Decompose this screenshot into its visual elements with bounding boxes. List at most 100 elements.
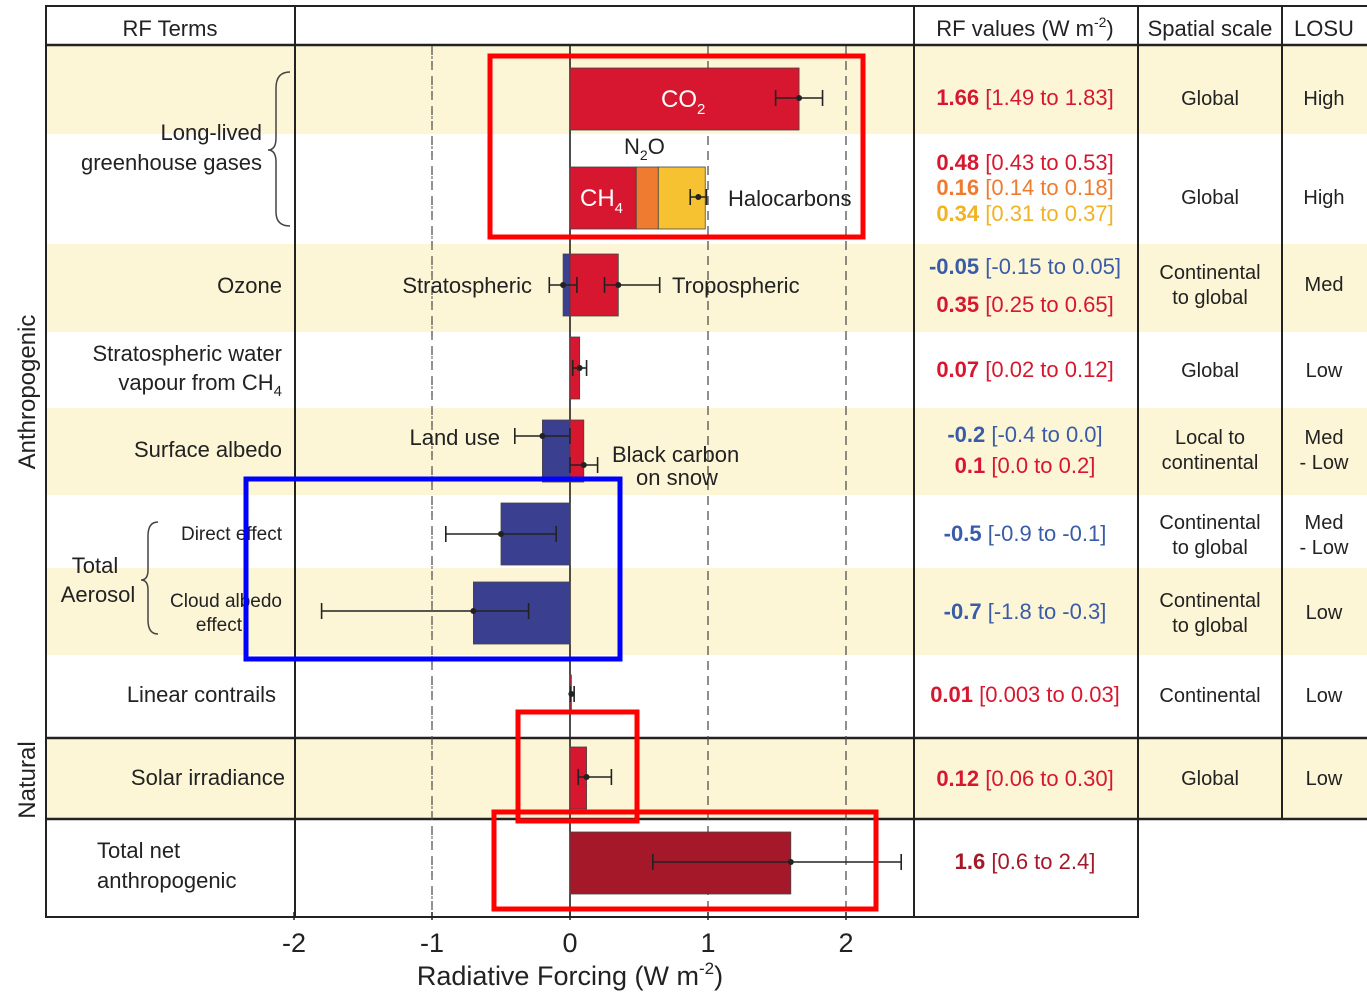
row-shading [47, 46, 1367, 819]
bars [472, 67, 800, 895]
bar-labels: CO2 N2O CH4 Halocarbons Stratospheric Tr… [402, 86, 851, 490]
term-total-net-2: anthropogenic [97, 868, 236, 893]
x-axis-label: Radiative Forcing (W m-2) [417, 959, 723, 991]
rf-value-n2o: 0.16 [0.14 to 0.18] [936, 175, 1113, 200]
scale-co2: Global [1181, 88, 1239, 110]
error-point [580, 462, 587, 468]
rf-value-halocarbons: 0.34 [0.31 to 0.37] [936, 201, 1113, 226]
row-band-solar [47, 739, 1367, 819]
losu-co2: High [1303, 88, 1344, 110]
scale-contrails: Continental [1159, 685, 1260, 707]
scale-strat_water: Global [1181, 360, 1239, 382]
losu-direct_aerosol: - Low [1300, 537, 1349, 559]
error-point [539, 433, 546, 439]
label-halocarbons: Halocarbons [728, 186, 852, 211]
scale-cloud_albedo: Continental [1159, 590, 1260, 612]
error-point [583, 774, 590, 780]
term-long-lived-1: Long-lived [160, 120, 262, 145]
spatial-scales: Global Global Continental to global Global Lo… [1159, 88, 1260, 790]
scale-strat_ozone: to global [1172, 287, 1248, 309]
bar-n2o [635, 166, 659, 230]
bar-land-use [542, 419, 571, 483]
rf-value-total_net: 1.6 [0.6 to 2.4] [955, 849, 1096, 874]
losu-contrails: Low [1306, 685, 1343, 707]
side-label-natural: Natural [14, 741, 41, 818]
term-cloud-albedo-1: Cloud albedo [170, 591, 282, 612]
header-losu: LOSU [1294, 16, 1354, 41]
rf-value-cloud_albedo: -0.7 [-1.8 to -0.3] [944, 599, 1107, 624]
error-point [787, 859, 794, 865]
row-band-ozone [47, 244, 1367, 332]
rf-value-land_use: -0.2 [-0.4 to 0.0] [947, 422, 1102, 447]
losu-cloud_albedo: Low [1306, 602, 1343, 624]
losu-levels: High High Med Low Med - Low Med - Low Low Low Low [1300, 88, 1349, 790]
term-strat-water-2: vapour from CH4 [118, 370, 282, 400]
highlight-total-net [491, 809, 879, 912]
scale-solar: Global [1181, 768, 1239, 790]
bar-total-net [569, 831, 792, 895]
rf-value-direct_aerosol: -0.5 [-0.9 to -0.1] [944, 521, 1107, 546]
label-black-carbon-2: on snow [636, 465, 718, 490]
x-tick-label: -2 [282, 928, 306, 958]
x-tick-label: 1 [700, 928, 715, 958]
term-surface-albedo: Surface albedo [134, 437, 282, 462]
side-label-anthropogenic: Anthropogenic [14, 315, 41, 470]
term-total-aerosol-1: Total [72, 553, 118, 578]
rf-value-co2: 1.66 [1.49 to 1.83] [936, 85, 1113, 110]
error-point [576, 365, 583, 371]
header-rf-terms: RF Terms [123, 16, 218, 41]
brace-aerosol [140, 521, 159, 635]
row-band-cloud-albedo [47, 568, 1367, 655]
scale-cloud_albedo: to global [1172, 615, 1248, 637]
scale-strat_ozone: Continental [1159, 262, 1260, 284]
error-point [498, 531, 504, 537]
rf-value-ch4: 0.48 [0.43 to 0.53] [936, 150, 1113, 175]
term-total-net-1: Total net [97, 838, 180, 863]
error-point [796, 95, 803, 101]
scale-land_use: Local to [1175, 427, 1245, 449]
bar-cloud-albedo [472, 581, 571, 645]
highlight-solar [515, 709, 640, 824]
rf-value-trop_ozone: 0.35 [0.25 to 0.65] [936, 292, 1113, 317]
losu-land_use: - Low [1300, 452, 1349, 474]
losu-land_use: Med [1305, 427, 1344, 449]
x-tick-label: -1 [420, 928, 444, 958]
term-linear-contrails: Linear contrails [127, 682, 276, 707]
term-solar-irradiance: Solar irradiance [131, 765, 285, 790]
error-point [695, 194, 702, 200]
x-tick-label: 0 [562, 928, 577, 958]
term-labels: Long-lived greenhouse gases Ozone Strato… [61, 71, 291, 893]
term-direct-effect: Direct effect [181, 524, 283, 545]
bar-co2 [569, 67, 800, 131]
label-co2: CO2 [661, 86, 705, 118]
losu-strat_ozone: Med [1305, 274, 1344, 296]
rf-values: 1.66 [1.49 to 1.83]0.48 [0.43 to 0.53]0.… [929, 85, 1121, 874]
x-tick-label: 2 [838, 928, 853, 958]
label-n2o: N2O [624, 134, 665, 163]
term-long-lived-2: greenhouse gases [81, 150, 262, 175]
highlight-greenhouse [487, 53, 866, 240]
rf-value-black_carbon: 0.1 [0.0 to 0.2] [955, 453, 1096, 478]
table-frame [45, 5, 1367, 918]
losu-direct_aerosol: Med [1305, 512, 1344, 534]
losu-solar: Low [1306, 768, 1343, 790]
highlight-boxes [243, 53, 879, 912]
term-total-aerosol-2: Aerosol [61, 582, 136, 607]
label-ch4: CH4 [580, 185, 623, 217]
term-strat-water-1: Stratospheric water [92, 341, 282, 366]
highlight-aerosol [243, 476, 623, 662]
label-black-carbon-1: Black carbon [612, 442, 739, 467]
rf-value-strat_water: 0.07 [0.02 to 0.12] [936, 357, 1113, 382]
term-cloud-albedo-2: effect [196, 615, 243, 636]
header-spatial-scale: Spatial scale [1148, 16, 1273, 41]
rf-value-contrails: 0.01 [0.003 to 0.03] [930, 682, 1120, 707]
scale-direct_aerosol: Continental [1159, 512, 1260, 534]
label-land-use: Land use [409, 425, 500, 450]
rf-value-solar: 0.12 [0.06 to 0.30] [936, 766, 1113, 791]
brace-long-lived [267, 71, 291, 227]
error-point [615, 282, 622, 288]
scale-direct_aerosol: to global [1172, 537, 1248, 559]
error-point [568, 691, 575, 697]
bar-black-carbon [569, 419, 585, 483]
